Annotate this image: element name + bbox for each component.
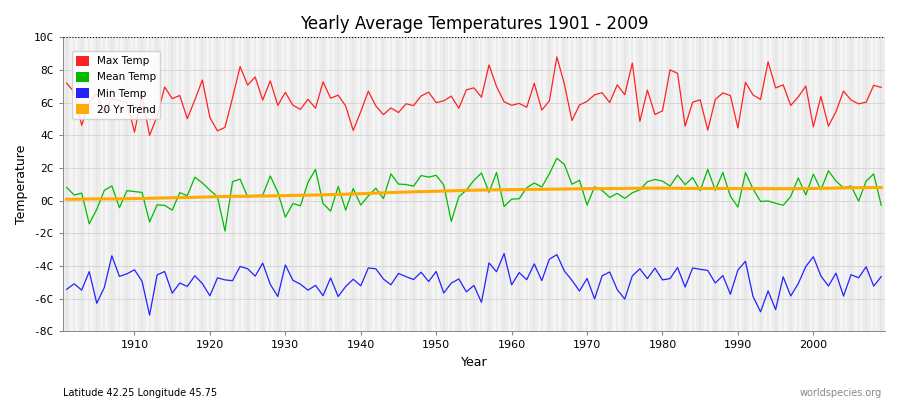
Bar	[787, 37, 795, 332]
Text: Latitude 42.25 Longitude 45.75: Latitude 42.25 Longitude 45.75	[63, 388, 217, 398]
Bar	[289, 37, 297, 332]
Title: Yearly Average Temperatures 1901 - 2009: Yearly Average Temperatures 1901 - 2009	[300, 15, 648, 33]
Bar	[772, 37, 779, 332]
Bar	[93, 37, 101, 332]
Bar	[139, 37, 146, 332]
Bar	[153, 37, 161, 332]
Bar	[320, 37, 327, 332]
Bar	[335, 37, 342, 332]
Bar	[757, 37, 764, 332]
Bar	[652, 37, 659, 332]
Bar	[364, 37, 372, 332]
Bar	[817, 37, 824, 332]
Bar	[485, 37, 493, 332]
Bar	[561, 37, 568, 332]
Bar	[123, 37, 130, 332]
Bar	[304, 37, 311, 332]
Bar	[545, 37, 554, 332]
Bar	[516, 37, 523, 332]
X-axis label: Year: Year	[461, 356, 487, 369]
Bar	[168, 37, 176, 332]
Bar	[636, 37, 644, 332]
Bar	[802, 37, 810, 332]
Bar	[380, 37, 387, 332]
Bar	[78, 37, 86, 332]
Bar	[847, 37, 855, 332]
Bar	[590, 37, 598, 332]
Bar	[213, 37, 221, 332]
Bar	[726, 37, 734, 332]
Bar	[712, 37, 719, 332]
Bar	[455, 37, 463, 332]
Bar	[259, 37, 266, 332]
Bar	[878, 37, 885, 332]
Bar	[530, 37, 538, 332]
Bar	[470, 37, 478, 332]
Bar	[862, 37, 870, 332]
Bar	[606, 37, 614, 332]
Bar	[681, 37, 688, 332]
Bar	[244, 37, 251, 332]
Legend: Max Temp, Mean Temp, Min Temp, 20 Yr Trend: Max Temp, Mean Temp, Min Temp, 20 Yr Tre…	[72, 51, 160, 119]
Bar	[184, 37, 191, 332]
Text: worldspecies.org: worldspecies.org	[800, 388, 882, 398]
Bar	[440, 37, 447, 332]
Bar	[425, 37, 432, 332]
Bar	[576, 37, 583, 332]
Bar	[349, 37, 357, 332]
Y-axis label: Temperature: Temperature	[15, 145, 28, 224]
Bar	[666, 37, 674, 332]
Bar	[108, 37, 115, 332]
Bar	[274, 37, 282, 332]
Bar	[697, 37, 704, 332]
Bar	[63, 37, 70, 332]
Bar	[410, 37, 418, 332]
Bar	[832, 37, 840, 332]
Bar	[500, 37, 508, 332]
Bar	[621, 37, 628, 332]
Bar	[229, 37, 237, 332]
Bar	[742, 37, 749, 332]
Bar	[199, 37, 206, 332]
Bar	[395, 37, 402, 332]
